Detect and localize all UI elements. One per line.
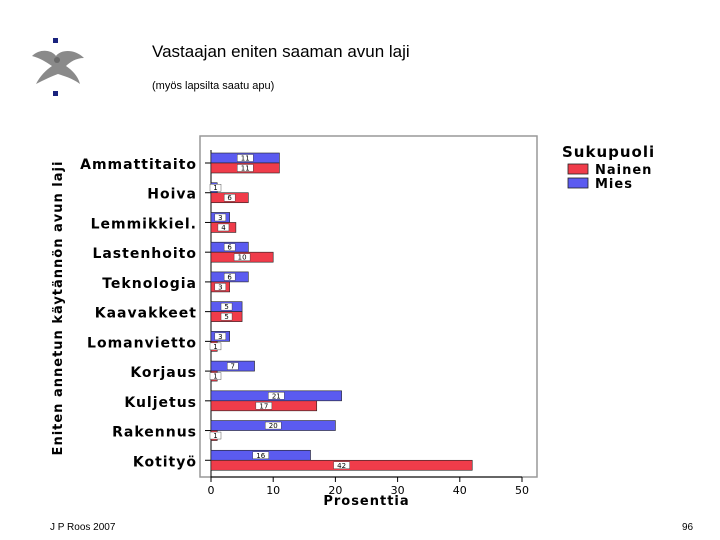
data-label-box xyxy=(220,302,233,311)
data-label-box xyxy=(209,431,222,440)
legend-swatch-nainen xyxy=(567,163,589,175)
data-label: 5 xyxy=(224,303,228,311)
data-label: 7 xyxy=(231,363,235,371)
category-label: Lomanvietto xyxy=(87,335,197,351)
data-label-box xyxy=(237,154,254,162)
data-label: 6 xyxy=(227,244,232,252)
x-tick-label: 40 xyxy=(453,484,467,497)
data-label-box xyxy=(214,332,227,341)
data-label: 1 xyxy=(213,373,217,381)
data-label: 3 xyxy=(218,333,222,341)
plot-frame xyxy=(199,135,538,478)
x-tick-label: 50 xyxy=(515,484,529,497)
legend-title: Sukupuoli xyxy=(562,143,655,161)
slide-subtitle: (myös lapsilta saatu apu) xyxy=(152,80,275,92)
data-label: 5 xyxy=(224,313,228,321)
y-axis-title: Eniten annetun käytännön avun laji xyxy=(51,161,66,456)
data-label-box xyxy=(223,243,236,251)
data-label: 1 xyxy=(213,184,217,192)
data-label: 3 xyxy=(218,283,222,291)
data-label: 17 xyxy=(259,402,268,410)
data-label: 1 xyxy=(213,432,217,440)
legend-swatch-mies xyxy=(567,177,589,189)
data-label-box xyxy=(209,372,222,380)
category-label: Teknologia xyxy=(102,276,197,292)
legend-label-nainen: Nainen xyxy=(595,163,652,178)
data-label: 42 xyxy=(337,462,346,470)
data-label-box xyxy=(223,273,236,281)
category-label: Korjaus xyxy=(130,365,197,381)
legend-label-mies: Mies xyxy=(595,177,633,192)
data-label-box xyxy=(333,461,350,469)
data-label: 10 xyxy=(238,254,247,262)
data-label-box xyxy=(214,283,227,291)
data-label-box xyxy=(217,223,230,232)
page-number: 96 xyxy=(682,522,694,533)
data-label: 20 xyxy=(269,422,278,430)
data-label: 6 xyxy=(227,273,232,281)
x-tick-label: 10 xyxy=(266,484,280,497)
category-label: Kotityö xyxy=(133,454,197,470)
data-label: 1 xyxy=(213,343,217,351)
data-label: 16 xyxy=(256,452,265,460)
category-label: Lemmikkiel. xyxy=(91,216,197,232)
data-label: 6 xyxy=(227,194,232,202)
data-label-box xyxy=(214,213,227,222)
x-axis-title: Prosenttia xyxy=(323,494,409,509)
data-label-box xyxy=(237,164,254,172)
category-label: Lastenhoito xyxy=(92,246,197,262)
data-label-box xyxy=(227,362,239,370)
x-tick-label: 30 xyxy=(391,484,405,497)
category-label: Hoiva xyxy=(147,187,197,203)
data-label-box xyxy=(252,451,269,459)
data-label-box xyxy=(268,392,285,400)
data-label: 21 xyxy=(272,392,281,400)
x-tick-label: 0 xyxy=(208,484,215,497)
data-label: 3 xyxy=(218,214,222,222)
category-label: Kuljetus xyxy=(124,395,197,411)
data-label: 11 xyxy=(241,165,250,173)
data-label-box xyxy=(255,402,273,410)
category-label: Ammattitaito xyxy=(80,157,197,173)
footer-author: J P Roos 2007 xyxy=(50,522,116,533)
category-label: Rakennus xyxy=(112,425,197,441)
data-label-box xyxy=(209,184,222,192)
data-label: 4 xyxy=(221,224,226,232)
data-label-box xyxy=(209,342,222,351)
university-logo xyxy=(26,36,90,98)
data-label-box xyxy=(220,312,233,321)
category-label: Kaavakkeet xyxy=(95,306,197,322)
slide-title: Vastaajan eniten saaman avun laji xyxy=(152,42,410,61)
data-label-box xyxy=(264,421,282,430)
data-label-box xyxy=(223,194,236,202)
data-label-box xyxy=(233,253,251,261)
data-label: 11 xyxy=(241,155,250,163)
x-tick-label: 20 xyxy=(328,484,342,497)
